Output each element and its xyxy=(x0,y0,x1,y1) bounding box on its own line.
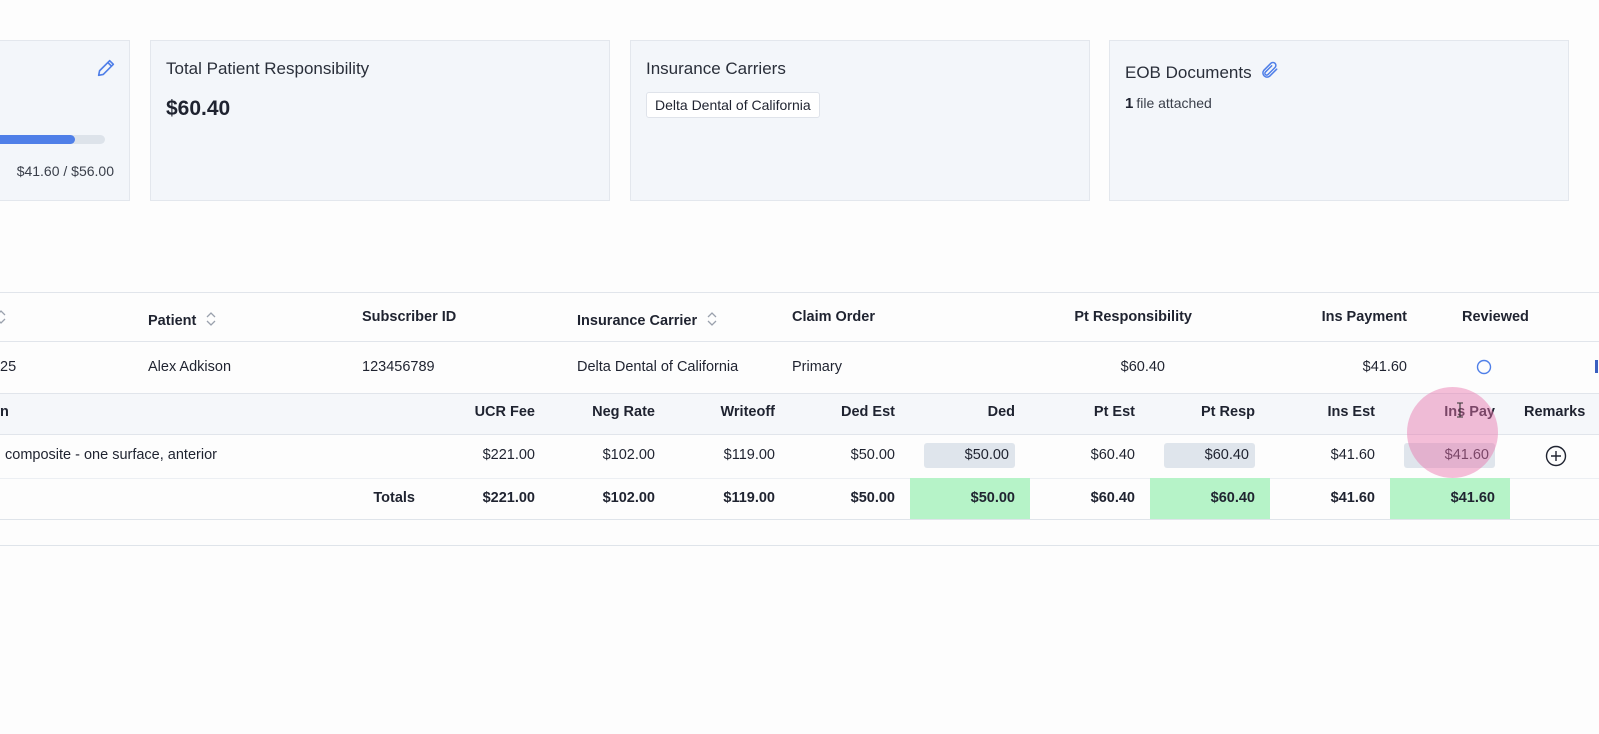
totals-neg-rate: $102.00 xyxy=(602,490,655,506)
header-ucr-fee: UCR Fee xyxy=(474,404,535,420)
plus-circle-icon[interactable] xyxy=(1545,445,1567,471)
totals-writeoff: $119.00 xyxy=(723,490,775,506)
procedure-pt-resp-input[interactable]: $60.40 xyxy=(1204,447,1249,463)
totals-ucr-fee: $221.00 xyxy=(482,490,535,506)
carrier-chip[interactable]: Delta Dental of California xyxy=(646,92,820,118)
procedure-writeoff: $119.00 xyxy=(723,447,775,463)
payment-progress-bar xyxy=(0,135,105,144)
procedure-header-rule xyxy=(0,434,1599,435)
paperclip-icon[interactable] xyxy=(1260,59,1280,86)
patient-responsibility-card: Total Patient Responsibility $60.40 xyxy=(150,40,610,201)
ins-pay-total-highlight xyxy=(1390,478,1510,519)
procedure-header-bar xyxy=(0,394,1599,434)
procedure-ins-pay-input[interactable]: $41.60 xyxy=(1444,447,1489,463)
totals-ded: $50.00 xyxy=(970,490,1015,506)
ins-payment-progress-card: $41.60 / $56.00 xyxy=(0,40,130,201)
procedure-ded-est: $50.00 xyxy=(850,447,895,463)
header-ded: Ded xyxy=(987,404,1015,420)
header-insurance-carrier-label: Insurance Carrier xyxy=(577,312,698,329)
table-header-rule xyxy=(0,341,1599,342)
header-patient[interactable]: Patient xyxy=(148,309,216,333)
procedure-description: composite - one surface, anterior xyxy=(5,447,217,463)
eob-documents-card: EOB Documents 1 file attached xyxy=(1109,40,1569,201)
procedure-pt-est: $60.40 xyxy=(1090,447,1135,463)
cursor-highlight xyxy=(1407,387,1498,478)
eob-count-label: file attached xyxy=(1136,95,1212,111)
header-ins-payment: Ins Payment xyxy=(1321,309,1407,325)
pt-resp-input-bg xyxy=(1164,443,1255,468)
eob-count: 1 xyxy=(1125,95,1134,112)
circle-icon[interactable] xyxy=(1476,359,1492,379)
claim-order: Primary xyxy=(792,359,842,375)
procedure-top-rule xyxy=(0,393,1599,394)
pencil-icon[interactable] xyxy=(95,57,117,84)
header-patient-label: Patient xyxy=(148,312,197,329)
totals-pt-est: $60.40 xyxy=(1090,490,1135,506)
ded-input-bg xyxy=(924,443,1015,468)
table-top-rule xyxy=(0,292,1599,293)
header-ins-pay: Ins Pay xyxy=(1444,404,1495,420)
procedure-row-rule xyxy=(0,478,1599,479)
header-insurance-carrier[interactable]: Insurance Carrier xyxy=(577,309,717,333)
procedure-ded-input[interactable]: $50.00 xyxy=(964,447,1009,463)
claim-date: 25 xyxy=(0,359,17,375)
header-ins-est: Ins Est xyxy=(1327,404,1375,420)
header-subscriber-id: Subscriber ID xyxy=(362,309,457,325)
header-remarks: Remarks xyxy=(1524,404,1586,420)
sort-icon[interactable] xyxy=(707,309,717,333)
totals-bottom-rule xyxy=(0,519,1599,520)
header-neg-rate: Neg Rate xyxy=(592,404,655,420)
payment-progress-fill xyxy=(0,135,76,144)
pt-resp-total-highlight xyxy=(1150,478,1270,519)
sort-icon[interactable] xyxy=(0,307,6,331)
procedure-neg-rate: $102.00 xyxy=(602,447,655,463)
header-pt-resp: Pt Resp xyxy=(1201,404,1255,420)
patient-responsibility-value: $60.40 xyxy=(166,97,231,120)
claim-pt-responsibility: $60.40 xyxy=(1120,359,1165,375)
card-title: Total Patient Responsibility xyxy=(166,59,370,78)
claim-patient: Alex Adkison xyxy=(148,359,232,375)
text-cursor-icon xyxy=(1456,402,1464,423)
totals-ins-pay: $41.60 xyxy=(1450,490,1495,506)
row-action-edge[interactable] xyxy=(1595,360,1598,373)
header-reviewed: Reviewed xyxy=(1462,309,1529,325)
insurance-carriers-card: Insurance Carriers Delta Dental of Calif… xyxy=(630,40,1090,201)
payment-progress-text: $41.60 / $56.00 xyxy=(16,163,114,179)
card-title: Insurance Carriers xyxy=(646,59,786,78)
eob-title-label: EOB Documents xyxy=(1125,62,1252,82)
header-claim-order: Claim Order xyxy=(792,309,875,325)
ded-total-highlight xyxy=(910,478,1030,519)
header-ded-est: Ded Est xyxy=(841,404,895,420)
header-pt-responsibility: Pt Responsibility xyxy=(1074,309,1192,325)
header-description: n xyxy=(0,404,9,420)
totals-ded-est: $50.00 xyxy=(850,490,895,506)
totals-ins-est: $41.60 xyxy=(1330,490,1375,506)
header-pt-est: Pt Est xyxy=(1093,404,1135,420)
claim-carrier: Delta Dental of California xyxy=(577,359,739,375)
eob-file-count[interactable]: 1 file attached xyxy=(1125,95,1212,112)
claim-ins-payment: $41.60 xyxy=(1362,359,1407,375)
header-writeoff: Writeoff xyxy=(720,404,775,420)
ins-pay-input-bg xyxy=(1404,443,1495,468)
card-title: EOB Documents xyxy=(1125,59,1280,86)
sort-icon[interactable] xyxy=(206,309,216,333)
table-bottom-rule xyxy=(0,545,1599,546)
procedure-ucr-fee: $221.00 xyxy=(482,447,535,463)
procedure-ins-est: $41.60 xyxy=(1330,447,1375,463)
totals-pt-resp: $60.40 xyxy=(1210,490,1255,506)
totals-label: Totals xyxy=(373,490,415,506)
claim-subscriber-id: 123456789 xyxy=(362,359,435,375)
